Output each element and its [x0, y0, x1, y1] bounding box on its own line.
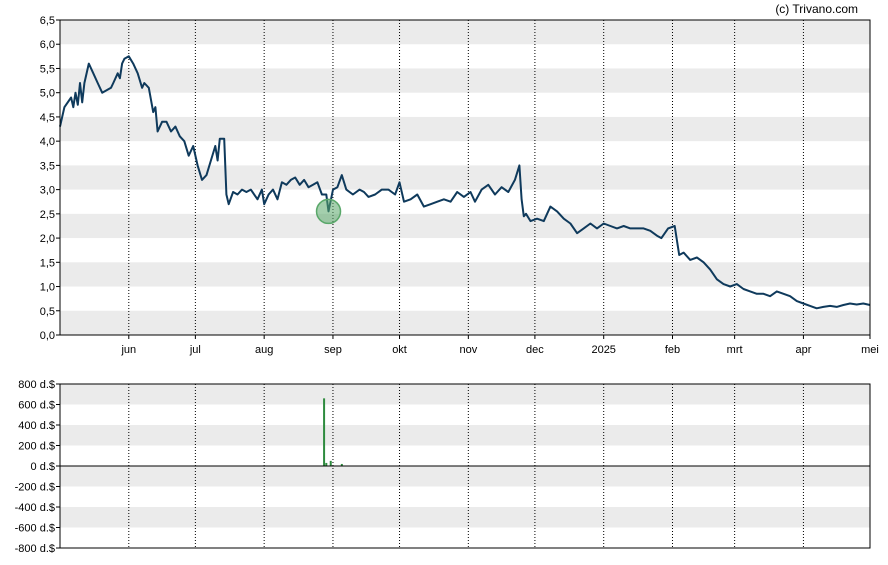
- price-x-tick-label: 2025: [591, 344, 615, 356]
- price-y-tick-label: 2,5: [40, 209, 55, 221]
- price-grid-band: [60, 262, 870, 287]
- price-y-tick-label: 4,0: [40, 136, 55, 148]
- price-x-tick-label: mrt: [727, 344, 743, 356]
- volume-y-tick-label: 0 d.$: [31, 461, 55, 473]
- price-x-tick-label: aug: [255, 344, 273, 356]
- volume-y-tick-label: 800 d.$: [18, 379, 55, 391]
- volume-grid-bands: [60, 384, 870, 528]
- price-axis-frame: [59, 19, 871, 336]
- price-series: [59, 55, 871, 310]
- volume-y-tick-label: -600 d.$: [15, 523, 55, 535]
- price-x-tick-label: dec: [526, 344, 544, 356]
- price-x-tick-label: feb: [665, 344, 680, 356]
- volume-bar: [329, 460, 332, 466]
- price-grid-bands: [60, 20, 870, 335]
- price-y-tick-label: 2,0: [40, 233, 55, 245]
- volume-grid-band: [60, 384, 870, 405]
- volume-y-tick-label: -400 d.$: [15, 502, 55, 514]
- price-x-tick-label: okt: [392, 344, 407, 356]
- price-x-ticks: jun jul aug sep okt nov dec 2025 feb mrt apr mei: [120, 335, 879, 356]
- price-y-tick-label: 0,0: [40, 330, 55, 342]
- price-y-tick-label: 1,5: [40, 257, 55, 269]
- volume-bar: [340, 463, 343, 466]
- volume-y-ticks: 800 d.$ 600 d.$ 400 d.$ 200 d.$ 0 d.$ -200 d.…: [15, 379, 60, 555]
- price-x-tick-label: apr: [795, 344, 811, 356]
- price-line: [59, 55, 871, 310]
- highlight-marker: [315, 198, 342, 225]
- volume-y-tick-label: -200 d.$: [15, 482, 55, 494]
- price-y-tick-label: 3,0: [40, 185, 55, 197]
- price-grid-band: [60, 68, 870, 93]
- price-y-tick-label: 3,5: [40, 160, 55, 172]
- volume-series: [323, 398, 343, 466]
- volume-bar: [323, 398, 326, 466]
- price-y-tick-label: 5,0: [40, 88, 55, 100]
- price-y-tick-label: 6,0: [40, 39, 55, 51]
- volume-y-tick-label: -800 d.$: [15, 543, 55, 555]
- price-y-tick-label: 1,0: [40, 282, 55, 294]
- price-x-tick-label: mei: [861, 344, 879, 356]
- volume-y-tick-label: 600 d.$: [18, 400, 55, 412]
- volume-grid-band: [60, 507, 870, 528]
- price-grid-band: [60, 310, 870, 335]
- price-x-tick-label: jul: [189, 344, 201, 356]
- price-y-tick-label: 4,5: [40, 112, 55, 124]
- price-grid-band: [60, 213, 870, 239]
- price-x-tick-label: jun: [120, 344, 136, 356]
- chart-axes: [59, 19, 871, 549]
- volume-bar: [325, 462, 328, 466]
- volume-y-tick-label: 200 d.$: [18, 441, 55, 453]
- price-x-tick-label: nov: [459, 344, 477, 356]
- volume-grid-band: [60, 466, 870, 487]
- price-x-tick-label: sep: [324, 344, 342, 356]
- credit-label: (c) Trivano.com: [775, 2, 858, 16]
- volume-y-tick-label: 400 d.$: [18, 420, 55, 432]
- volume-grid-band: [60, 425, 870, 446]
- price-y-tick-label: 0,5: [40, 306, 55, 318]
- price-y-tick-label: 6,5: [40, 15, 55, 27]
- price-grid-band: [60, 20, 870, 45]
- price-y-tick-label: 5,5: [40, 63, 55, 75]
- price-grid-band: [60, 165, 870, 190]
- price-y-ticks: 0,0 0,5 1,0 1,5 2,0 2,5 3,0 3,5 4,0 4,5 5,0 5,5 6,0 6…: [40, 15, 60, 342]
